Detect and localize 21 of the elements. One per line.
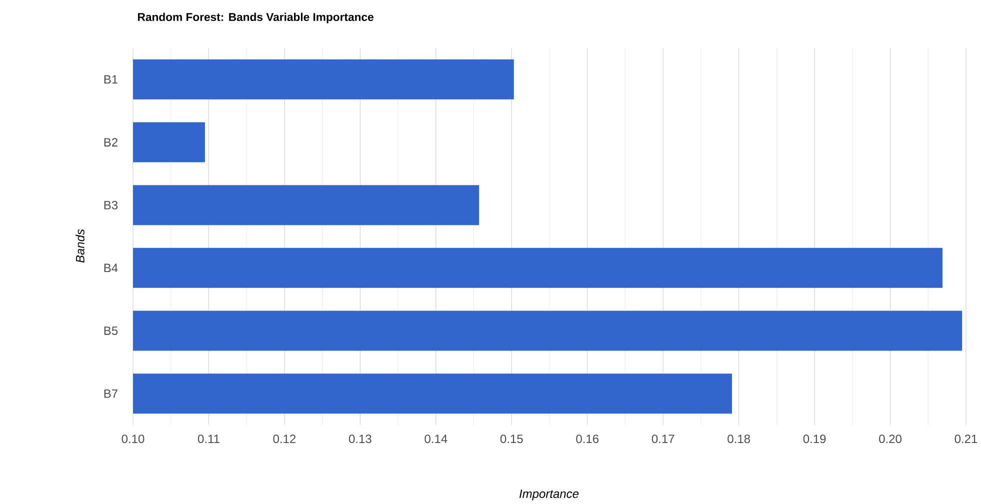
x-tick-label: 0.14 xyxy=(424,434,448,444)
x-tick-label: 0.19 xyxy=(803,434,826,444)
x-tick-label: 0.20 xyxy=(879,434,902,444)
x-tick-label: 0.15 xyxy=(500,434,523,444)
y-tick-label: B4 xyxy=(104,264,118,272)
x-tick-label: 0.21 xyxy=(954,434,978,444)
y-tick-label: B1 xyxy=(104,75,118,84)
x-tick-label: 0.16 xyxy=(576,434,599,444)
y-tick-label: B5 xyxy=(104,326,118,335)
y-tick-label: B3 xyxy=(104,200,118,210)
x-tick-label: 0.18 xyxy=(728,434,750,444)
chart-title: Random Forest: Bands Variable Importance xyxy=(138,12,374,24)
x-tick-label: 0.12 xyxy=(273,434,296,444)
y-tick-label: B7 xyxy=(104,389,118,398)
x-axis-title: Importance xyxy=(519,490,579,500)
x-tick-label: 0.11 xyxy=(198,434,220,444)
y-tick-label: B2 xyxy=(104,138,118,146)
x-tick-label: 0.10 xyxy=(122,434,144,444)
y-axis-title: Bands xyxy=(76,229,84,263)
x-tick-label: 0.17 xyxy=(652,434,674,444)
x-tick-label: 0.13 xyxy=(348,434,372,444)
